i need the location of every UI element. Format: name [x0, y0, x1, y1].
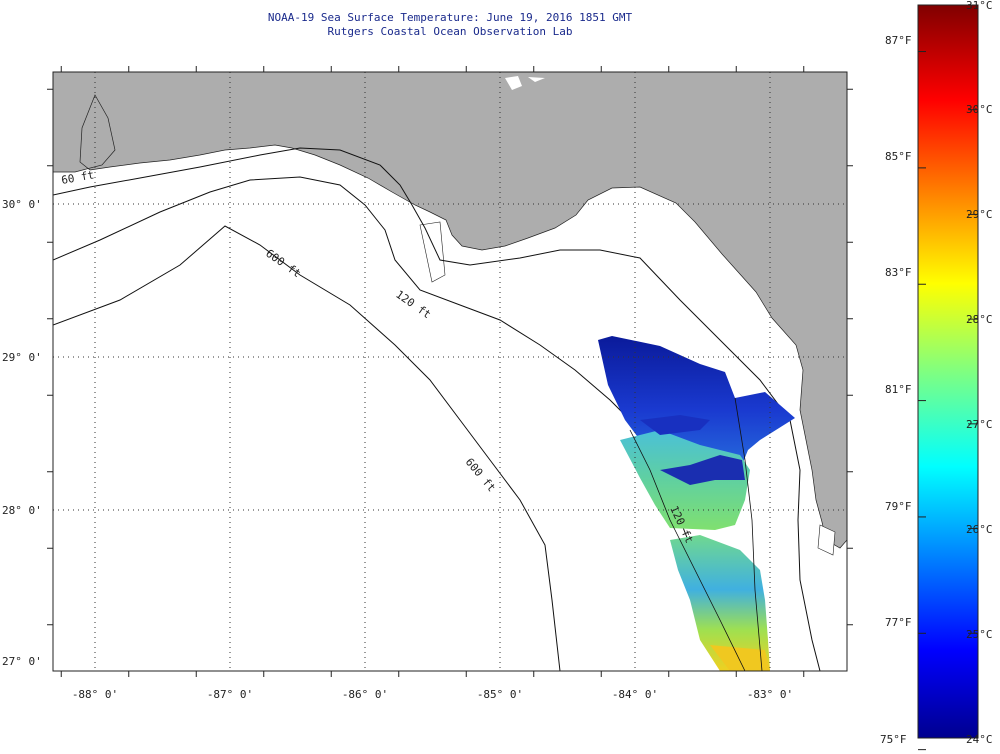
- celsius-label: 31°C: [966, 0, 993, 12]
- sst-map: 60 ft 120 ft 600 ft 600 ft 120 ft 30° 0'…: [2, 66, 853, 701]
- celsius-label: 27°C: [966, 418, 993, 431]
- lon-label: -87° 0': [207, 688, 253, 701]
- lon-label: -83° 0': [747, 688, 793, 701]
- frame-ticks: [47, 66, 853, 677]
- celsius-label: 24°C: [966, 733, 993, 746]
- fahrenheit-label: 77°F: [885, 616, 912, 629]
- fahrenheit-label: 83°F: [885, 266, 912, 279]
- contour-600ft: [53, 225, 561, 671]
- sst-swath: [598, 336, 795, 671]
- celsius-label: 29°C: [966, 208, 993, 221]
- map-frame: [52, 71, 848, 672]
- track-line: [734, 397, 763, 671]
- contour-60ft: [53, 147, 821, 671]
- lon-label: -88° 0': [72, 688, 118, 701]
- lon-label: -84° 0': [612, 688, 658, 701]
- fahrenheit-label: 81°F: [885, 383, 912, 396]
- celsius-label: 28°C: [966, 313, 993, 326]
- lake: [505, 76, 545, 90]
- lon-label: -86° 0': [342, 688, 388, 701]
- land-mass: [53, 72, 847, 549]
- depth-label: 60 ft: [60, 168, 95, 187]
- temperature-colorbar: 87°F 85°F 83°F 81°F 79°F 77°F 75°F 31°C …: [880, 0, 993, 751]
- celsius-label: 30°C: [966, 103, 993, 116]
- apalachicola-bay: [419, 221, 446, 283]
- celsius-label: 25°C: [966, 628, 993, 641]
- track-line: [629, 429, 746, 671]
- fahrenheit-label: 87°F: [885, 34, 912, 47]
- lat-label: 27° 0': [2, 655, 42, 668]
- tampa-bay: [817, 524, 836, 556]
- lat-label: 28° 0': [2, 504, 42, 517]
- fahrenheit-label: 75°F: [880, 733, 907, 746]
- colorbar-gradient: [917, 4, 979, 739]
- celsius-label: 26°C: [966, 523, 993, 536]
- fahrenheit-label: 79°F: [885, 500, 912, 513]
- map-title: NOAA-19 Sea Surface Temperature: June 19…: [267, 11, 633, 24]
- lat-label: 29° 0': [2, 351, 42, 364]
- lat-label: 30° 0': [2, 198, 42, 211]
- fahrenheit-label: 85°F: [885, 150, 912, 163]
- map-subtitle: Rutgers Coastal Ocean Observation Lab: [327, 25, 573, 38]
- lon-label: -85° 0': [477, 688, 523, 701]
